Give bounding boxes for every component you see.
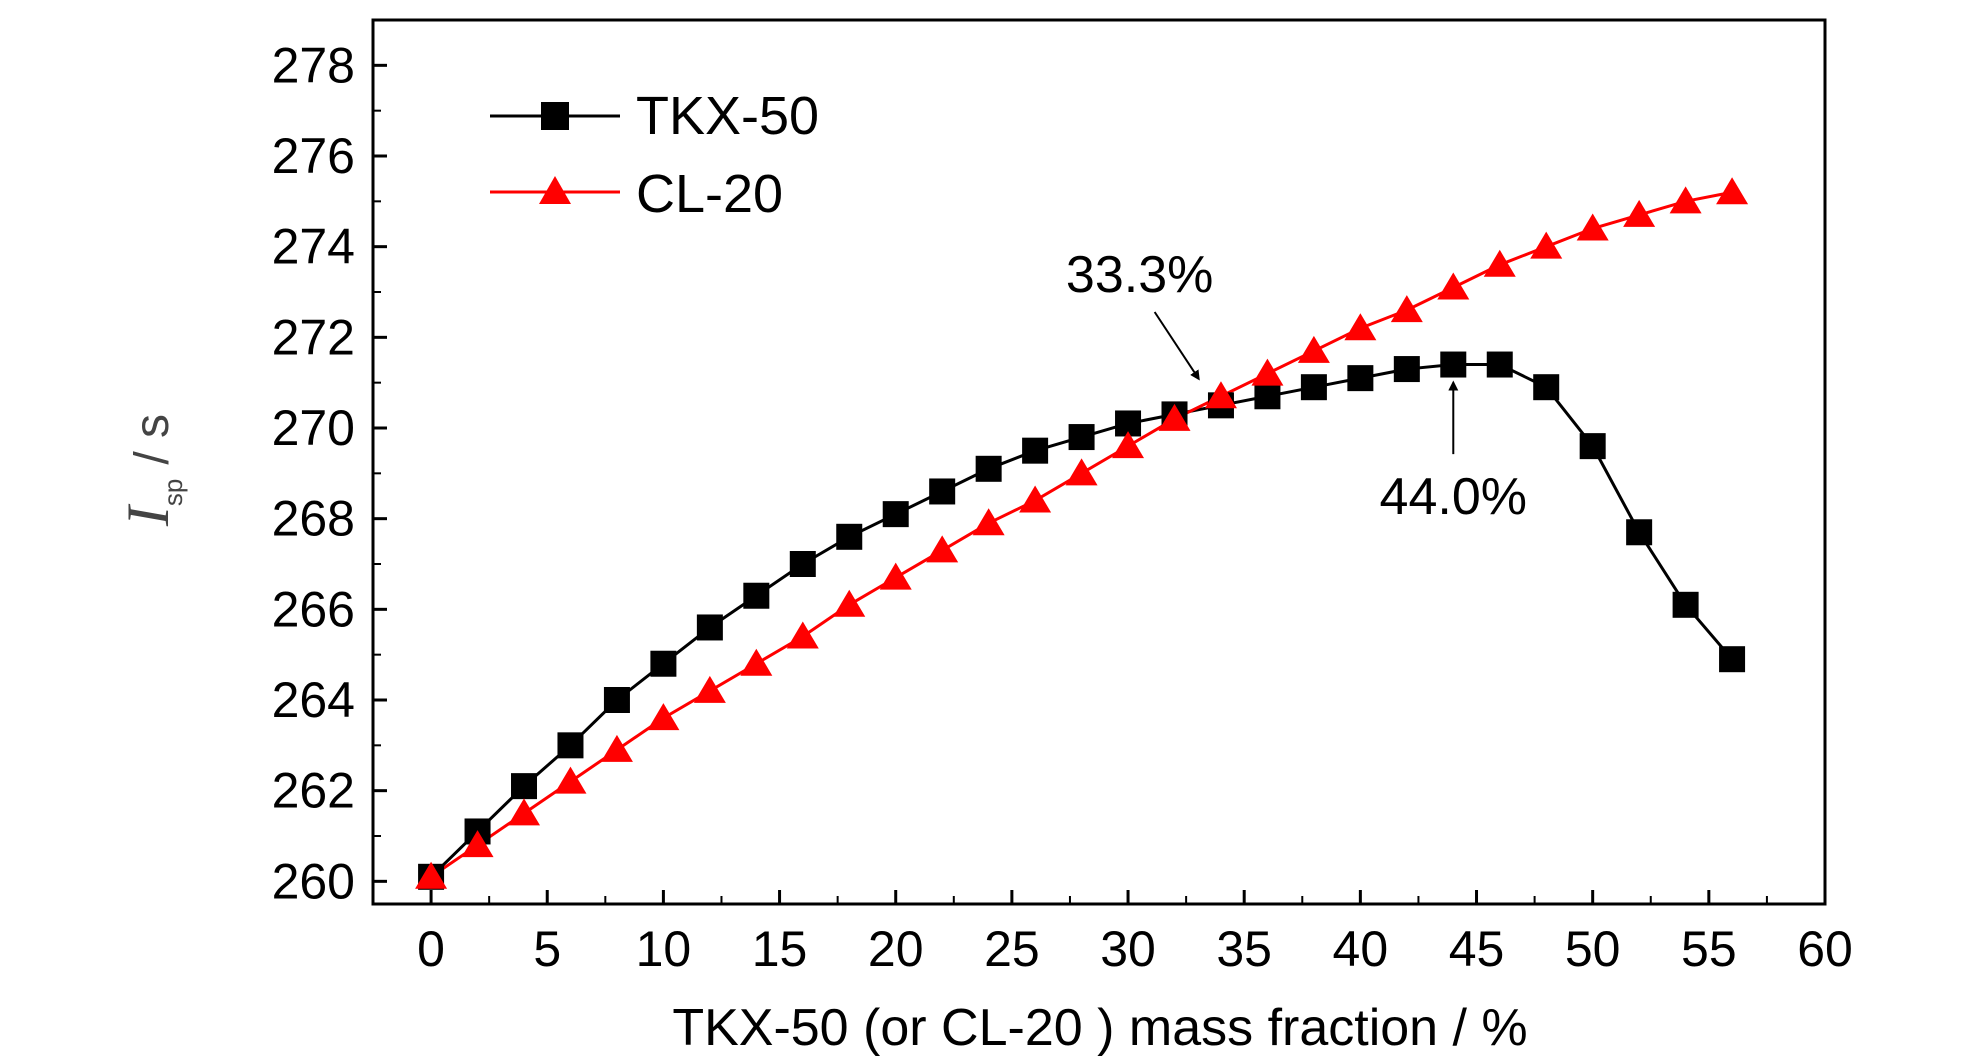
x-tick-label: 50 <box>1565 921 1621 977</box>
y-tick-label: 272 <box>272 309 355 365</box>
legend-marker-cl20 <box>539 176 571 204</box>
annotation-arrow <box>1153 311 1200 381</box>
data-point-cl20 <box>693 675 726 703</box>
data-point-cl20 <box>1437 272 1470 300</box>
data-point-cl20 <box>1716 177 1749 205</box>
annotation-label: 44.0% <box>1380 468 1527 526</box>
x-tick-label: 20 <box>868 921 924 977</box>
data-point-cl20 <box>1204 381 1237 409</box>
legend-marker-tkx50 <box>541 102 569 130</box>
x-tick-label: 25 <box>984 921 1040 977</box>
data-point-tkx50 <box>650 650 677 677</box>
x-axis-title: TKX-50 (or CL-20 ) mass fraction / % <box>672 999 1527 1057</box>
y-tick-label: 264 <box>272 672 355 728</box>
x-tick-label: 0 <box>417 921 445 977</box>
annotations: 33.3% 44.0% <box>1066 246 1527 526</box>
data-point-cl20 <box>1576 213 1609 241</box>
data-point-cl20 <box>508 798 541 826</box>
data-point-cl20 <box>1344 313 1377 341</box>
y-tick-label: 276 <box>272 128 355 184</box>
data-point-cl20 <box>1019 485 1052 513</box>
y-tick-label: 270 <box>272 400 355 456</box>
data-point-tkx50 <box>1626 519 1653 546</box>
data-point-cl20 <box>833 589 866 617</box>
data-point-tkx50 <box>789 551 816 577</box>
y-tick-label: 262 <box>272 763 355 819</box>
x-tick-label: 40 <box>1333 921 1389 977</box>
x-tick-label: 15 <box>752 921 808 977</box>
data-point-tkx50 <box>696 614 723 641</box>
legend-label-cl20: CL-20 <box>636 164 783 224</box>
data-point-tkx50 <box>836 523 863 550</box>
y-axis: 260 262 264 266 268 270 272 274 276 278 <box>272 37 387 909</box>
data-point-cl20 <box>926 535 959 563</box>
data-point-cl20 <box>1623 199 1656 227</box>
y-axis-title-unit: / s <box>126 414 179 465</box>
x-tick-label: 60 <box>1797 921 1853 977</box>
data-point-tkx50 <box>603 687 630 713</box>
data-point-tkx50 <box>743 582 770 609</box>
data-point-cl20 <box>461 830 494 858</box>
data-point-cl20 <box>554 766 587 794</box>
y-axis-title-symbol: I <box>115 503 181 527</box>
data-point-cl20 <box>1065 458 1098 486</box>
svg-text:Isp/ s: Isp / s <box>115 414 188 527</box>
data-point-cl20 <box>1112 431 1145 459</box>
data-point-tkx50 <box>1300 374 1327 401</box>
data-point-cl20 <box>1669 186 1702 214</box>
annotation-label: 33.3% <box>1066 246 1213 304</box>
data-point-cl20 <box>415 861 448 889</box>
x-tick-label: 30 <box>1100 921 1156 977</box>
data-point-cl20 <box>972 508 1005 536</box>
data-point-tkx50 <box>1719 646 1746 673</box>
data-point-tkx50 <box>1533 374 1560 401</box>
plot-frame <box>371 18 1827 906</box>
y-tick-label: 260 <box>272 853 355 909</box>
y-tick-label: 266 <box>272 581 355 637</box>
data-point-tkx50 <box>1254 383 1281 410</box>
data-point-tkx50 <box>1022 437 1049 464</box>
x-tick-label: 45 <box>1449 921 1505 977</box>
data-point-tkx50 <box>1347 365 1374 392</box>
x-tick-label: 5 <box>533 921 561 977</box>
y-tick-label: 268 <box>272 491 355 547</box>
data-point-tkx50 <box>882 501 909 528</box>
data-point-tkx50 <box>975 455 1002 482</box>
data-point-cl20 <box>1530 231 1563 259</box>
data-point-cl20 <box>1158 403 1191 431</box>
legend-label-tkx50: TKX-50 <box>636 86 819 146</box>
data-point-cl20 <box>647 703 680 731</box>
data-point-cl20 <box>786 621 819 649</box>
data-point-cl20 <box>600 734 633 762</box>
data-point-cl20 <box>740 648 773 676</box>
y-axis-title-subscript: sp <box>158 479 188 506</box>
data-point-cl20 <box>879 562 912 590</box>
series-markers <box>415 177 1749 890</box>
data-point-tkx50 <box>1486 351 1513 378</box>
data-point-tkx50 <box>1579 433 1606 460</box>
data-point-cl20 <box>1390 295 1423 323</box>
x-tick-label: 55 <box>1681 921 1737 977</box>
legend: TKX-50 CL-20 <box>490 86 819 224</box>
y-axis-title: Isp / s <box>115 414 188 527</box>
x-axis: 0 5 10 15 20 25 30 35 40 45 50 55 60 <box>417 890 1853 977</box>
x-tick-label: 35 <box>1216 921 1272 977</box>
data-point-tkx50 <box>1672 591 1699 618</box>
y-tick-label: 278 <box>272 37 355 93</box>
data-point-cl20 <box>1297 335 1330 363</box>
data-point-cl20 <box>1483 249 1516 277</box>
x-tick-label: 10 <box>636 921 692 977</box>
data-point-tkx50 <box>557 732 584 759</box>
data-point-tkx50 <box>929 478 956 505</box>
data-point-tkx50 <box>1440 351 1467 378</box>
data-point-tkx50 <box>1393 356 1420 383</box>
y-tick-label: 274 <box>272 219 355 275</box>
data-point-tkx50 <box>1068 424 1095 451</box>
data-point-tkx50 <box>511 773 538 800</box>
data-point-cl20 <box>1251 358 1284 386</box>
